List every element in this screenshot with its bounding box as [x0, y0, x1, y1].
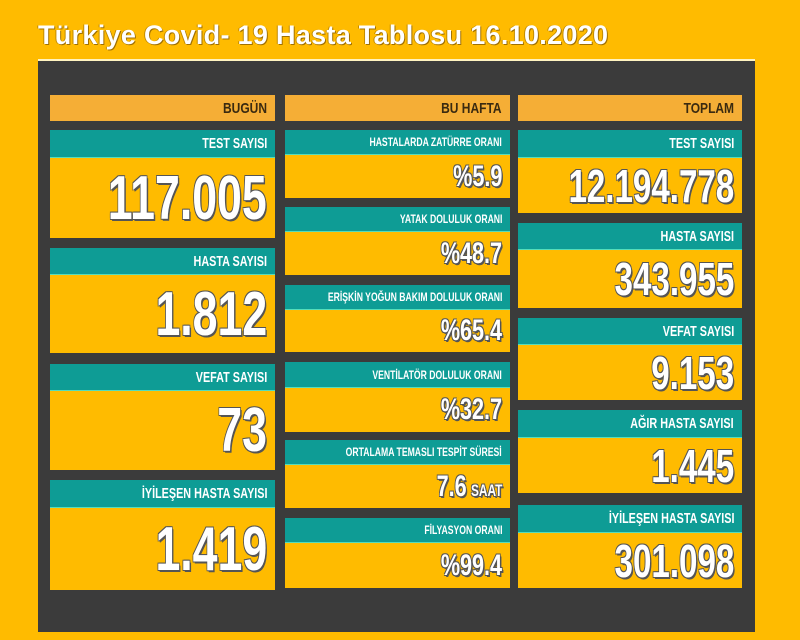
stat-label-text: HASTA SAYISI [660, 227, 734, 245]
stat-unit: SAAT [470, 481, 502, 500]
stat-label-text: ERİŞKİN YOĞUN BAKIM DOLULUK ORANI [327, 290, 502, 304]
stat-label-text: HASTALARDA ZATÜRRE ORANI [369, 135, 502, 149]
stat-number: 9.153 [651, 346, 734, 399]
stat-label-text: FİLYASYON ORANI [423, 523, 502, 537]
stat-label-text: VEFAT SAYISI [195, 368, 267, 386]
stat-label-text: İYİLEŞEN HASTA SAYISI [141, 485, 267, 502]
column-header-label: TOPLAM [683, 99, 734, 117]
column-header-0: BUGÜN [50, 95, 275, 121]
column-header-1: BU HAFTA [285, 95, 510, 121]
stat-value-text: 73 [217, 395, 267, 466]
stat-value-text: 1.419 [155, 514, 267, 585]
page-title: Türkiye Covid- 19 Hasta Tablosu 16.10.20… [38, 20, 609, 50]
title-divider [38, 59, 755, 61]
column-header-2: TOPLAM [518, 95, 742, 121]
stat-value-text: 12.194.778 [568, 159, 734, 213]
stat-label-text: TEST SAYISI [668, 135, 734, 152]
stat-value: 1.419 [50, 508, 275, 590]
stat-number: 1.812 [155, 279, 267, 349]
stat-label: HASTALARDA ZATÜRRE ORANI [285, 130, 510, 155]
stat-value-text: 301.098 [614, 534, 734, 588]
column-header-label: BUGÜN [223, 99, 267, 117]
stat-label: ORTALAMA TEMASLI TESPİT SÜRESİ [285, 440, 510, 465]
stat-number: 7.6 [436, 469, 467, 503]
stat-value-text: 7.6 SAAT [436, 470, 502, 504]
stat-number: 12.194.778 [568, 159, 734, 212]
stat-value: 9.153 [518, 345, 742, 400]
stat-label: HASTA SAYISI [518, 223, 742, 250]
stat-label-text: VEFAT SAYISI [662, 322, 734, 340]
stat-value: 1.445 [518, 438, 742, 493]
stat-value: 12.194.778 [518, 158, 742, 213]
stat-value-text: 117.005 [108, 163, 267, 234]
stat-number: 301.098 [614, 534, 734, 587]
stat-number: %5.9 [452, 159, 502, 193]
stat-value: 7.6 SAAT [285, 465, 510, 508]
stat-number: %48.7 [440, 236, 502, 270]
stat-label: ERİŞKİN YOĞUN BAKIM DOLULUK ORANI [285, 285, 510, 310]
stat-value-text: 9.153 [651, 346, 734, 400]
stat-value-text: %65.4 [441, 314, 502, 348]
stat-value-text: 1.445 [651, 439, 734, 493]
stat-number: %32.7 [440, 393, 502, 426]
stat-value: 117.005 [50, 158, 275, 238]
stat-value: 73 [50, 391, 275, 470]
stat-value-text: 343.955 [614, 252, 734, 306]
stat-value-text: %5.9 [453, 160, 502, 194]
stat-label: AĞIR HASTA SAYISI [518, 410, 742, 438]
stat-value-text: 1.812 [155, 279, 267, 350]
stat-number: %65.4 [440, 314, 502, 347]
stat-label: FİLYASYON ORANI [285, 518, 510, 543]
stat-number: %99.4 [440, 548, 502, 582]
stat-number: 73 [217, 396, 267, 465]
stat-label-text: ORTALAMA TEMASLI TESPİT SÜRESİ [345, 445, 502, 459]
stat-label: YATAK DOLULUK ORANI [285, 207, 510, 232]
stat-number: 117.005 [108, 163, 267, 233]
stat-label: TEST SAYISI [518, 130, 742, 158]
stat-value: 1.812 [50, 275, 275, 353]
stat-label-text: TEST SAYISI [201, 135, 267, 152]
stat-value-text: %99.4 [441, 549, 502, 583]
stat-label: VENTİLATÖR DOLULUK ORANI [285, 362, 510, 388]
stat-value-text: %48.7 [441, 237, 502, 271]
stat-label: İYİLEŞEN HASTA SAYISI [50, 480, 275, 508]
stat-number: 343.955 [614, 253, 734, 305]
stat-label-text: AĞIR HASTA SAYISI [630, 415, 734, 432]
column-header-label: BU HAFTA [441, 99, 502, 117]
stat-label: VEFAT SAYISI [50, 364, 275, 391]
stat-value: %5.9 [285, 155, 510, 198]
stat-value: 301.098 [518, 533, 742, 588]
stat-value: %32.7 [285, 388, 510, 432]
stat-label-text: VENTİLATÖR DOLULUK ORANI [372, 367, 502, 382]
stat-value: %99.4 [285, 543, 510, 588]
stat-number: 1.445 [651, 439, 734, 492]
stat-label: TEST SAYISI [50, 130, 275, 158]
stat-label: VEFAT SAYISI [518, 318, 742, 345]
stat-label-text: HASTA SAYISI [193, 252, 267, 270]
stat-number: 1.419 [155, 514, 267, 584]
stat-label-text: YATAK DOLULUK ORANI [399, 212, 502, 226]
stat-label-text: İYİLEŞEN HASTA SAYISI [608, 510, 734, 527]
stat-value-text: %32.7 [441, 393, 502, 427]
stat-label: İYİLEŞEN HASTA SAYISI [518, 505, 742, 533]
stat-value: 343.955 [518, 250, 742, 308]
stat-value: %48.7 [285, 232, 510, 275]
stat-value: %65.4 [285, 310, 510, 352]
stat-label: HASTA SAYISI [50, 248, 275, 275]
